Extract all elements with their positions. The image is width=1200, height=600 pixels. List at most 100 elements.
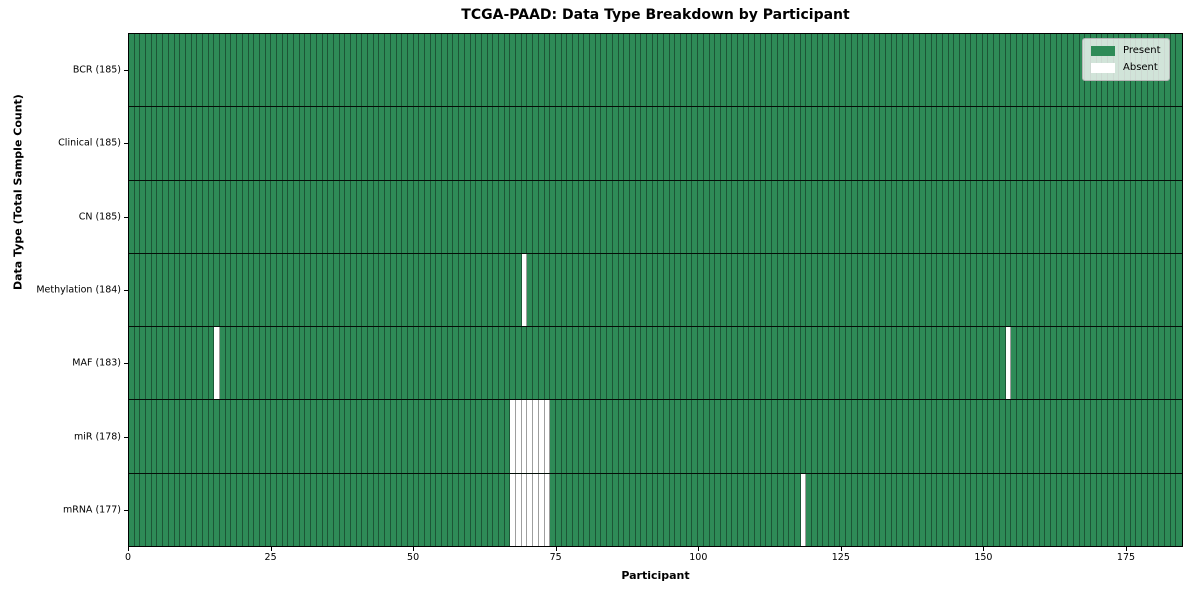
matrix-cell [271,180,277,253]
matrix-cell [1176,473,1182,546]
matrix-cell [185,400,192,473]
matrix-cell [442,473,448,546]
matrix-cell [561,400,568,473]
matrix-cell [555,400,562,473]
matrix-cell [276,107,283,180]
matrix-cell [783,253,790,327]
matrix-cell [282,34,289,107]
matrix-cell [800,473,807,546]
matrix-cell [385,473,391,546]
matrix-cell [846,34,852,107]
matrix-cell [1164,473,1171,546]
matrix-cell [282,107,289,180]
matrix-cell [151,253,158,327]
matrix-cell [197,473,203,546]
matrix-cell [829,473,835,546]
matrix-cell [407,34,414,107]
matrix-cell [982,34,989,107]
matrix-cell [607,473,613,546]
matrix-cell [868,473,875,546]
matrix-cell [908,253,915,327]
matrix-cell [447,327,454,400]
matrix-cell [533,107,539,180]
matrix-cell [311,107,317,180]
matrix-cell [146,107,152,180]
matrix-cell [652,180,659,253]
matrix-cell [755,400,761,473]
matrix-cell [903,107,909,180]
matrix-cell [1142,107,1148,180]
matrix-cell [675,34,682,107]
matrix-cell [1176,34,1182,107]
matrix-cell [709,327,716,400]
matrix-cell [738,327,744,400]
matrix-cell [1039,34,1046,107]
matrix-cell [311,400,317,473]
matrix-cell [709,473,716,546]
matrix-cell [1045,180,1052,253]
matrix-cell [407,253,414,327]
matrix-cell [1034,253,1040,327]
matrix-cell [914,180,921,253]
matrix-cell [561,473,568,546]
matrix-cell [481,327,488,400]
matrix-cell [487,400,494,473]
matrix-cell [339,473,346,546]
matrix-cell [1147,327,1154,400]
matrix-cell [163,253,169,327]
matrix-cell [481,34,488,107]
matrix-cell [692,34,699,107]
matrix-cell [1011,180,1017,253]
matrix-cell [151,400,158,473]
matrix-cell [806,107,813,180]
matrix-cell [333,253,340,327]
matrix-cell [1125,253,1131,327]
matrix-cell [1034,107,1040,180]
matrix-cell [385,400,391,473]
matrix-cell [220,180,226,253]
x-tick-label: 75 [549,552,562,563]
matrix-cell [419,473,425,546]
matrix-cell [777,400,784,473]
matrix-cell [1085,107,1091,180]
matrix-cell [755,253,761,327]
matrix-cell [840,473,847,546]
y-tick [124,290,128,291]
matrix-cell [658,400,665,473]
matrix-cell [886,400,892,473]
matrix-cell [965,400,972,473]
matrix-cell [857,473,864,546]
matrix-cell [635,180,642,253]
matrix-cell [977,327,983,400]
matrix-cell [965,107,972,180]
matrix-cell [396,327,403,400]
matrix-cell [624,253,630,327]
matrix-cell [481,253,488,327]
matrix-cell [1102,473,1108,546]
matrix-cell [629,107,636,180]
matrix-cell [225,180,232,253]
matrix-cell [766,107,773,180]
matrix-cell [237,107,243,180]
matrix-cell [521,400,528,473]
matrix-cell [908,107,915,180]
matrix-cell [982,107,989,180]
matrix-cell [447,107,454,180]
matrix-cell [601,473,608,546]
matrix-cell [743,34,750,107]
matrix-cell [994,473,1000,546]
matrix-cell [698,34,704,107]
matrix-cell [481,473,488,546]
matrix-cell [140,473,147,546]
matrix-cell [971,327,978,400]
matrix-cell [214,107,221,180]
matrix-cell [595,253,602,327]
matrix-cell [498,400,505,473]
matrix-cell [345,253,351,327]
matrix-cell [572,473,579,546]
matrix-cell [254,253,260,327]
matrix-cell [618,400,625,473]
matrix-cell [191,327,198,400]
matrix-cell [937,34,943,107]
matrix-cell [333,107,340,180]
